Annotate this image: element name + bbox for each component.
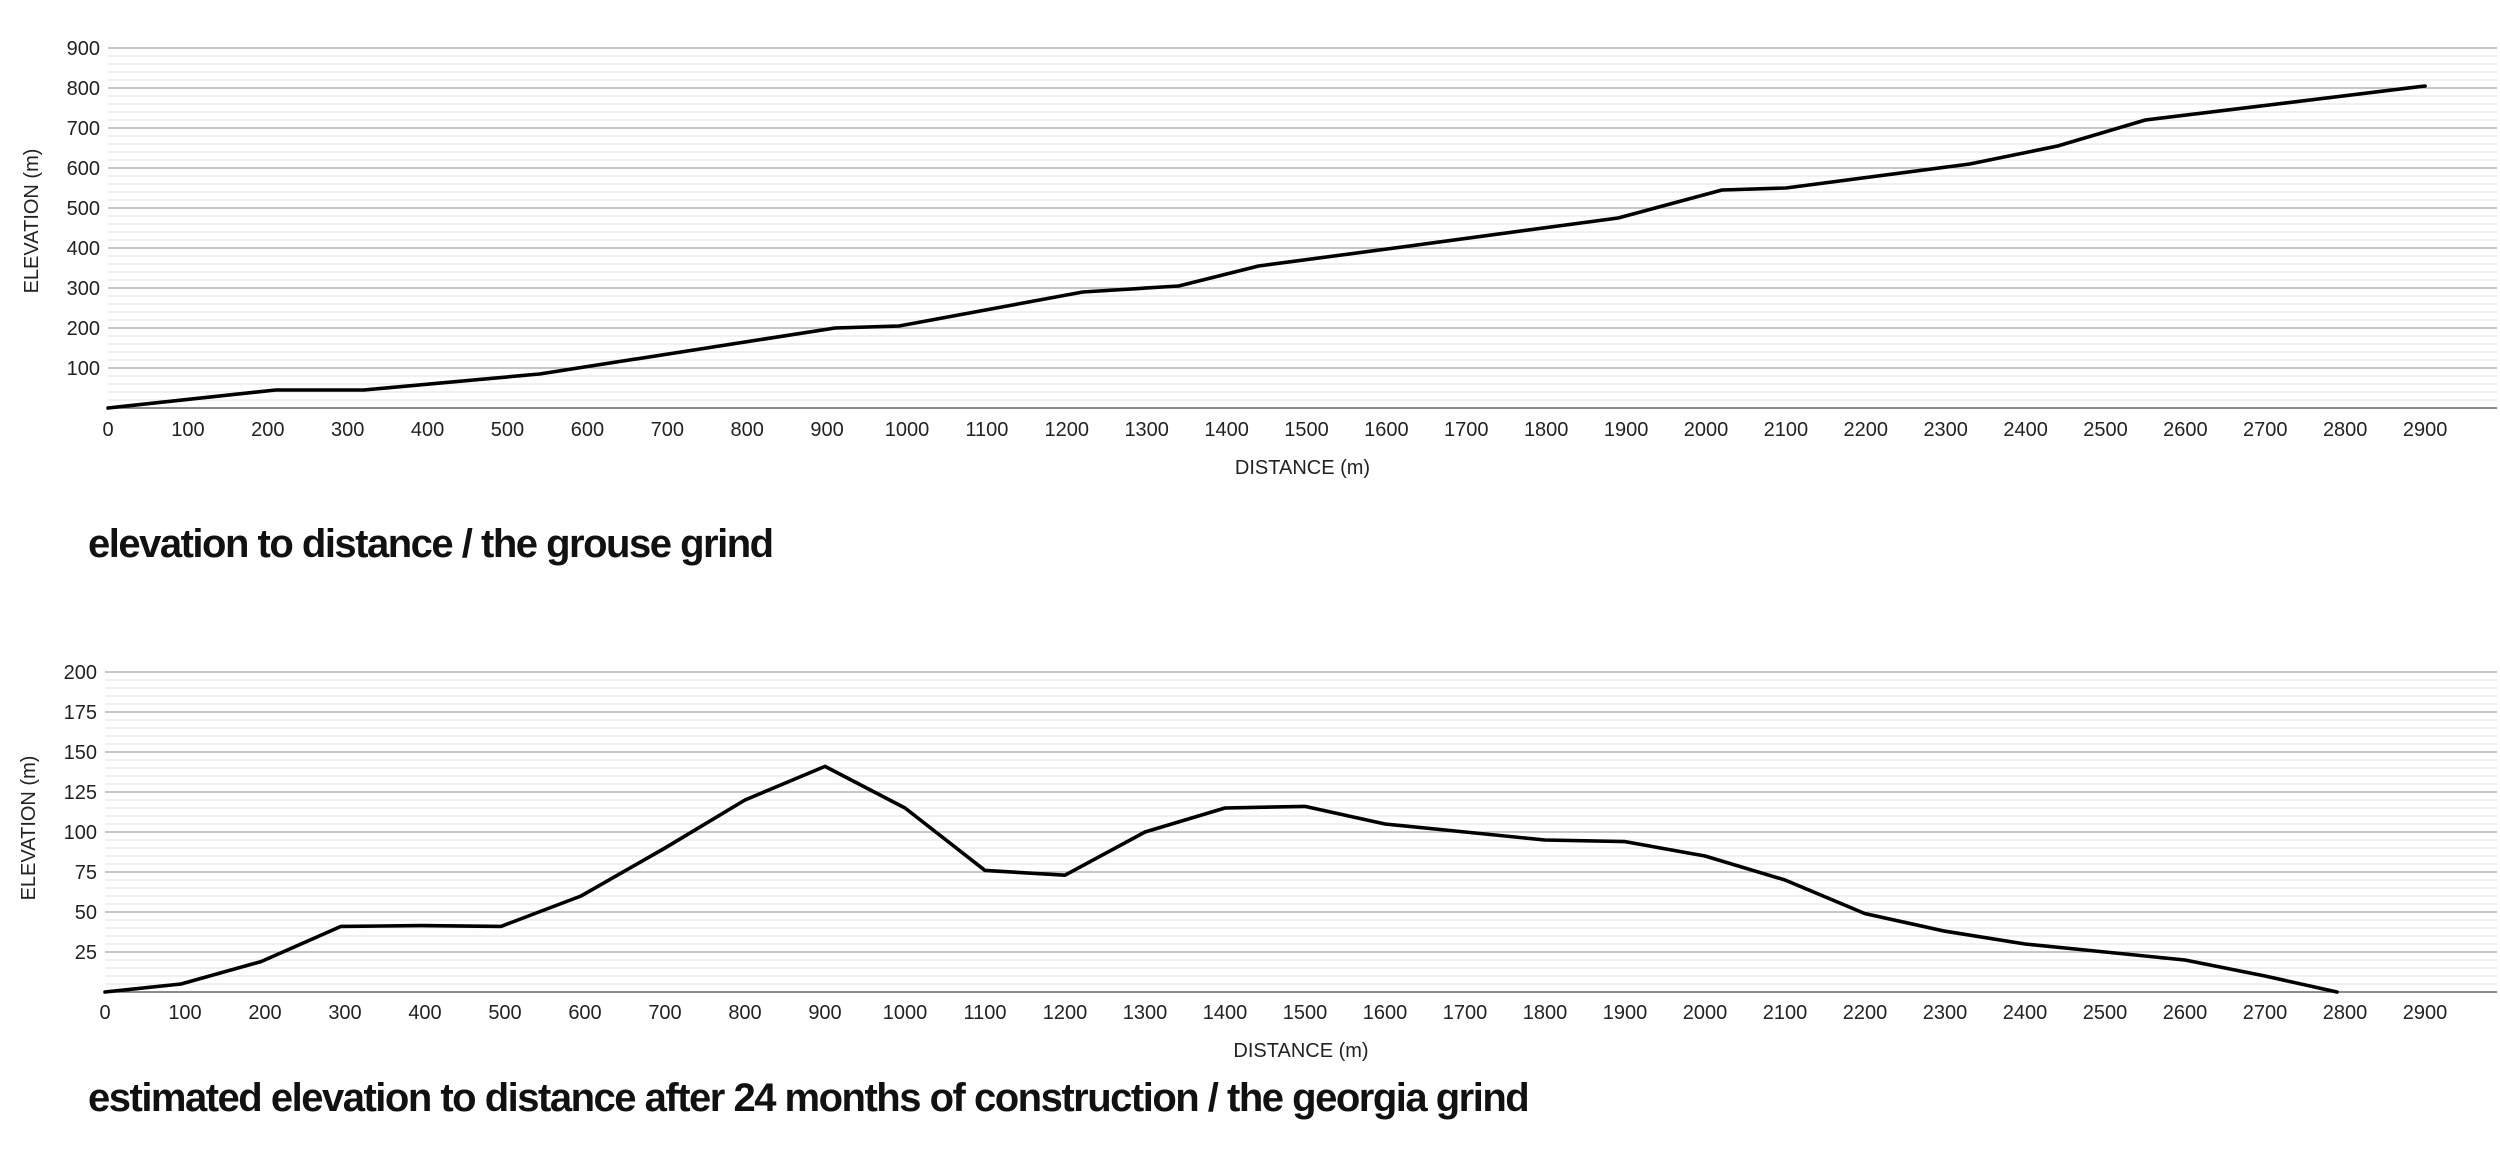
y-tick-label: 75: [75, 862, 97, 884]
x-tick-label: 300: [331, 419, 364, 441]
x-tick-label: 800: [728, 1002, 761, 1024]
x-tick-label: 1400: [1203, 1002, 1248, 1024]
x-tick-label: 1500: [1284, 419, 1329, 441]
x-tick-label: 1000: [883, 1002, 928, 1024]
x-tick-label: 1600: [1363, 1002, 1408, 1024]
x-tick-label: 1800: [1524, 419, 1569, 441]
y-tick-label: 700: [67, 118, 100, 140]
x-tick-label: 2200: [1844, 419, 1889, 441]
x-tick-label: 1800: [1523, 1002, 1568, 1024]
x-tick-label: 1300: [1123, 1002, 1168, 1024]
x-tick-label: 1900: [1604, 419, 1649, 441]
x-tick-label: 2000: [1684, 419, 1729, 441]
x-tick-label: 2700: [2243, 1002, 2288, 1024]
x-tick-label: 2800: [2323, 419, 2368, 441]
major-gridlines: [105, 671, 2497, 953]
chart-title-georgia-grind: estimated elevation to distance after 24…: [88, 1076, 1530, 1120]
x-tick-label: 2300: [1923, 1002, 1968, 1024]
y-tick-label: 300: [67, 278, 100, 300]
x-tick-label: 2900: [2403, 1002, 2448, 1024]
x-tick-label: 300: [328, 1002, 361, 1024]
x-tick-label: 200: [251, 419, 284, 441]
x-tick-label: 700: [648, 1002, 681, 1024]
x-tick-label: 500: [488, 1002, 521, 1024]
y-tick-label: 900: [67, 38, 100, 60]
y-tick-label: 175: [64, 702, 97, 724]
x-tick-label: 2100: [1764, 419, 1809, 441]
y-tick-label: 600: [67, 158, 100, 180]
x-tick-label: 0: [99, 1002, 110, 1024]
y-tick-label: 800: [67, 78, 100, 100]
x-tick-label: 600: [568, 1002, 601, 1024]
x-tick-label: 2900: [2403, 419, 2448, 441]
x-tick-label: 2700: [2243, 419, 2288, 441]
y-tick-label: 50: [75, 902, 97, 924]
x-tick-label: 1000: [885, 419, 930, 441]
x-tick-label: 2500: [2083, 1002, 2128, 1024]
x-tick-label: 700: [651, 419, 684, 441]
x-tick-label: 100: [171, 419, 204, 441]
minor-gridlines: [105, 679, 2497, 985]
y-tick-label: 25: [75, 942, 97, 964]
x-tick-label: 2800: [2323, 1002, 2368, 1024]
y-tick-label: 100: [67, 358, 100, 380]
x-tick-label: 800: [731, 419, 764, 441]
minor-gridlines: [108, 55, 2497, 401]
y-axis-title: ELEVATION (m): [18, 756, 40, 901]
x-tick-label: 1100: [965, 419, 1008, 441]
y-tick-label: 200: [64, 662, 97, 684]
x-axis-title: DISTANCE (m): [1235, 457, 1370, 479]
x-tick-label: 2600: [2163, 419, 2208, 441]
x-tick-label: 2300: [1923, 419, 1968, 441]
x-tick-label: 1100: [963, 1002, 1006, 1024]
x-tick-label: 900: [810, 419, 843, 441]
x-tick-label: 2500: [2083, 419, 2128, 441]
x-tick-label: 600: [571, 419, 604, 441]
y-axis-title: ELEVATION (m): [21, 149, 43, 294]
x-tick-label: 2400: [2003, 419, 2048, 441]
x-tick-label: 2400: [2003, 1002, 2048, 1024]
x-tick-label: 1200: [1045, 419, 1090, 441]
x-tick-label: 2200: [1843, 1002, 1888, 1024]
x-tick-label: 1700: [1444, 419, 1489, 441]
x-tick-label: 200: [248, 1002, 281, 1024]
y-tick-label: 400: [67, 238, 100, 260]
major-gridlines: [108, 47, 2497, 369]
x-tick-label: 400: [411, 419, 444, 441]
x-tick-label: 1700: [1443, 1002, 1488, 1024]
x-axis-title: DISTANCE (m): [1233, 1040, 1368, 1062]
elevation-line: [106, 84, 2427, 410]
x-tick-label: 0: [102, 419, 113, 441]
x-tick-label: 900: [808, 1002, 841, 1024]
x-tick-label: 1200: [1043, 1002, 1088, 1024]
y-tick-label: 150: [64, 742, 97, 764]
x-tick-label: 2600: [2163, 1002, 2208, 1024]
elevation-line: [103, 764, 2339, 994]
y-tick-label: 200: [67, 318, 100, 340]
x-tick-label: 1400: [1204, 419, 1249, 441]
x-tick-label: 1500: [1283, 1002, 1328, 1024]
y-tick-label: 125: [64, 782, 97, 804]
x-tick-label: 2000: [1683, 1002, 1728, 1024]
x-tick-label: 100: [168, 1002, 201, 1024]
x-tick-label: 400: [408, 1002, 441, 1024]
y-tick-label: 100: [64, 822, 97, 844]
x-tick-label: 2100: [1763, 1002, 1808, 1024]
x-tick-label: 1900: [1603, 1002, 1648, 1024]
x-tick-label: 1300: [1124, 419, 1169, 441]
y-tick-label: 500: [67, 198, 100, 220]
chart-grouse-grind: 100 200 300 400 500 600 700 800 900 0 100 200 300 400…: [21, 38, 2497, 479]
x-tick-label: 500: [491, 419, 524, 441]
x-tick-label: 1600: [1364, 419, 1409, 441]
chart-title-grouse-grind: elevation to distance / the grouse grind: [88, 522, 774, 566]
